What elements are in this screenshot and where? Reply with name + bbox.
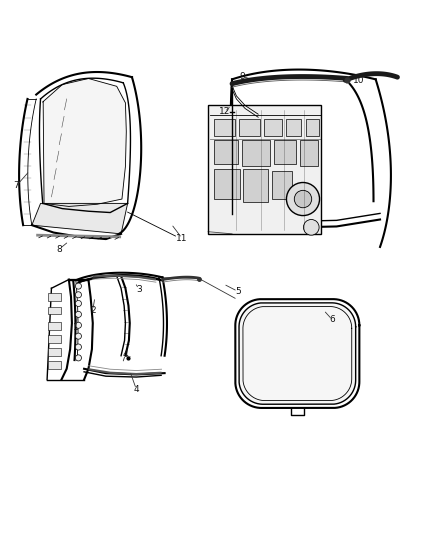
Bar xyxy=(243,169,268,202)
Text: 9: 9 xyxy=(239,72,245,81)
Circle shape xyxy=(294,190,312,208)
Bar xyxy=(48,306,61,314)
Polygon shape xyxy=(32,204,127,234)
Text: 2: 2 xyxy=(90,305,95,314)
Bar xyxy=(48,335,61,343)
Polygon shape xyxy=(239,303,356,404)
Text: 7: 7 xyxy=(13,181,19,190)
Text: 12: 12 xyxy=(219,108,230,117)
Text: 8: 8 xyxy=(57,245,62,254)
Text: 1: 1 xyxy=(73,323,78,332)
Bar xyxy=(48,322,61,329)
Bar xyxy=(214,169,240,199)
Bar xyxy=(300,140,318,166)
Bar xyxy=(208,106,321,234)
Text: 4: 4 xyxy=(134,385,139,394)
Bar xyxy=(48,294,61,301)
Circle shape xyxy=(75,333,81,339)
Polygon shape xyxy=(43,78,126,206)
Bar xyxy=(214,140,238,164)
Bar xyxy=(48,348,61,356)
Circle shape xyxy=(75,311,81,318)
Circle shape xyxy=(75,283,81,289)
Text: 6: 6 xyxy=(329,315,335,324)
Bar xyxy=(242,140,270,166)
Text: 5: 5 xyxy=(235,287,240,296)
Bar xyxy=(272,171,292,199)
Bar xyxy=(274,140,296,164)
Circle shape xyxy=(304,220,319,235)
Bar xyxy=(306,118,319,136)
Bar xyxy=(48,361,61,369)
Circle shape xyxy=(75,301,81,306)
Circle shape xyxy=(75,292,81,298)
Circle shape xyxy=(75,322,81,328)
Text: 11: 11 xyxy=(176,233,188,243)
Circle shape xyxy=(75,355,81,361)
Bar xyxy=(286,118,301,136)
Bar xyxy=(239,118,260,136)
Text: 3: 3 xyxy=(136,285,142,294)
Bar xyxy=(214,118,235,136)
Bar xyxy=(264,118,282,136)
Text: 10: 10 xyxy=(353,76,365,85)
Circle shape xyxy=(286,182,320,215)
Circle shape xyxy=(75,344,81,350)
Text: 4: 4 xyxy=(123,350,128,359)
